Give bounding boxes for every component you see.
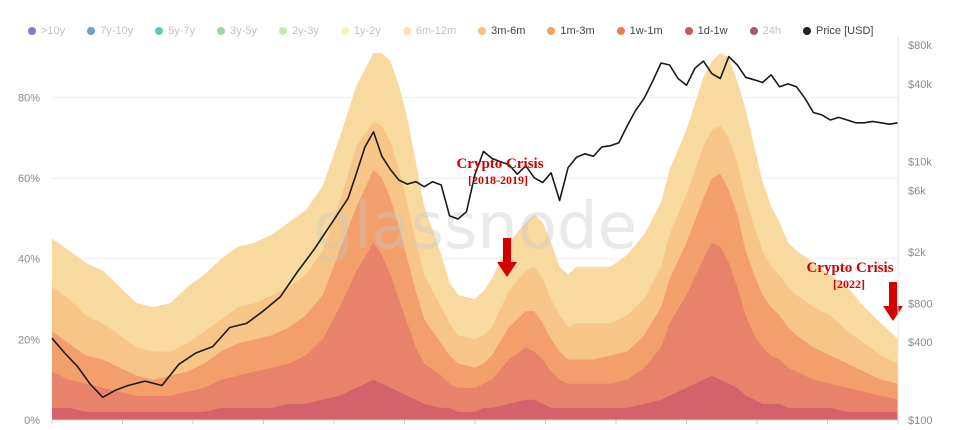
y-left-tick-label: 80% <box>18 92 40 104</box>
area-1d-1w <box>52 242 898 420</box>
annotation-subtitle: [2018-2019] <box>468 173 528 187</box>
legend-label: 6m-12m <box>415 25 457 37</box>
legend-swatch <box>802 27 811 35</box>
price-line <box>51 55 899 399</box>
legend-swatch <box>155 27 164 35</box>
legend-label: 1m-3m <box>560 25 595 37</box>
legend-label: 5y-7y <box>168 25 196 37</box>
y-right-tick-label: $40k <box>908 79 932 91</box>
y-axis-left: 0% 20% 40% 60% 80% <box>18 92 40 427</box>
legend-swatch <box>217 27 226 35</box>
legend-label: 24h <box>762 25 781 37</box>
legend-swatch <box>684 27 693 35</box>
legend-item[interactable]: 6m-12m <box>402 25 457 37</box>
legend-item[interactable]: 1m-3m <box>547 25 595 37</box>
watermark-text: glassnode <box>313 190 637 264</box>
chart-legend: >10y 7y-10y 5y-7y 3y-5y 2y-3y 1y-2y 6m-12m 3m-6… <box>28 22 873 40</box>
legend-swatch <box>402 27 411 35</box>
y-right-tick-label: $6k <box>908 185 926 197</box>
legend-item[interactable]: 1d-1w <box>684 25 728 37</box>
legend-item[interactable]: 1w-1m <box>616 25 663 37</box>
legend-label: 2y-3y <box>292 25 319 37</box>
legend-item[interactable]: Price [USD] <box>802 25 874 37</box>
legend-item[interactable]: 1y-2y <box>340 25 381 37</box>
annotation-subtitle: [2022] <box>833 277 865 291</box>
y-left-tick-label: 60% <box>18 173 40 185</box>
legend-label: Price [USD] <box>815 25 874 37</box>
y-right-tick-label: $400 <box>908 337 932 349</box>
watermark-layer: glassnode <box>313 190 637 264</box>
legend-label: 3m-6m <box>491 25 526 37</box>
y-right-tick-label: $80k <box>908 40 932 52</box>
legend-label: 3y-5y <box>230 25 258 37</box>
y-left-tick-label: 0% <box>24 415 40 427</box>
legend-item[interactable]: 7y-10y <box>87 25 133 37</box>
area-series <box>52 53 898 420</box>
area-24h <box>52 375 898 420</box>
legend-item[interactable]: >10y <box>28 25 65 37</box>
legend-label: 1y-2y <box>353 25 381 37</box>
legend-label: 7y-10y <box>100 25 134 37</box>
y-left-tick-label: 40% <box>18 254 40 266</box>
y-right-tick-label: $800 <box>908 298 932 310</box>
legend-swatch <box>279 27 288 35</box>
legend-item[interactable]: 3y-5y <box>217 25 257 37</box>
legend-item[interactable]: 5y-7y <box>155 25 195 37</box>
price-layer <box>51 55 899 399</box>
y-right-tick-label: $2k <box>908 247 926 259</box>
legend-label: 1w-1m <box>629 25 663 37</box>
down-arrow-icon <box>883 282 903 321</box>
legend-swatch <box>749 27 758 35</box>
y-left-tick-label: 20% <box>18 334 40 346</box>
legend-item[interactable]: 3m-6m <box>478 25 525 37</box>
y-right-tick-label: $100 <box>908 415 932 427</box>
y-axis-right: $100 $400 $800 $2k $6k $10k $40k $80k <box>897 37 932 427</box>
legend-item[interactable]: 24h <box>749 25 781 37</box>
legend-swatch <box>547 27 556 35</box>
annotation-title: Crypto Crisis <box>456 156 543 172</box>
legend-swatch <box>340 27 349 35</box>
y-right-tick-label: $10k <box>908 157 932 169</box>
legend-swatch <box>616 27 625 35</box>
down-arrow-icon <box>497 238 517 277</box>
legend-swatch <box>28 27 36 35</box>
x-axis <box>51 419 899 424</box>
legend-label: 1d-1w <box>697 25 728 37</box>
legend-label: >10y <box>41 25 66 37</box>
legend-swatch <box>478 27 487 35</box>
legend-swatch <box>87 27 96 35</box>
annotation-title: Crypto Crisis <box>806 260 893 276</box>
legend-item[interactable]: 2y-3y <box>279 25 319 37</box>
